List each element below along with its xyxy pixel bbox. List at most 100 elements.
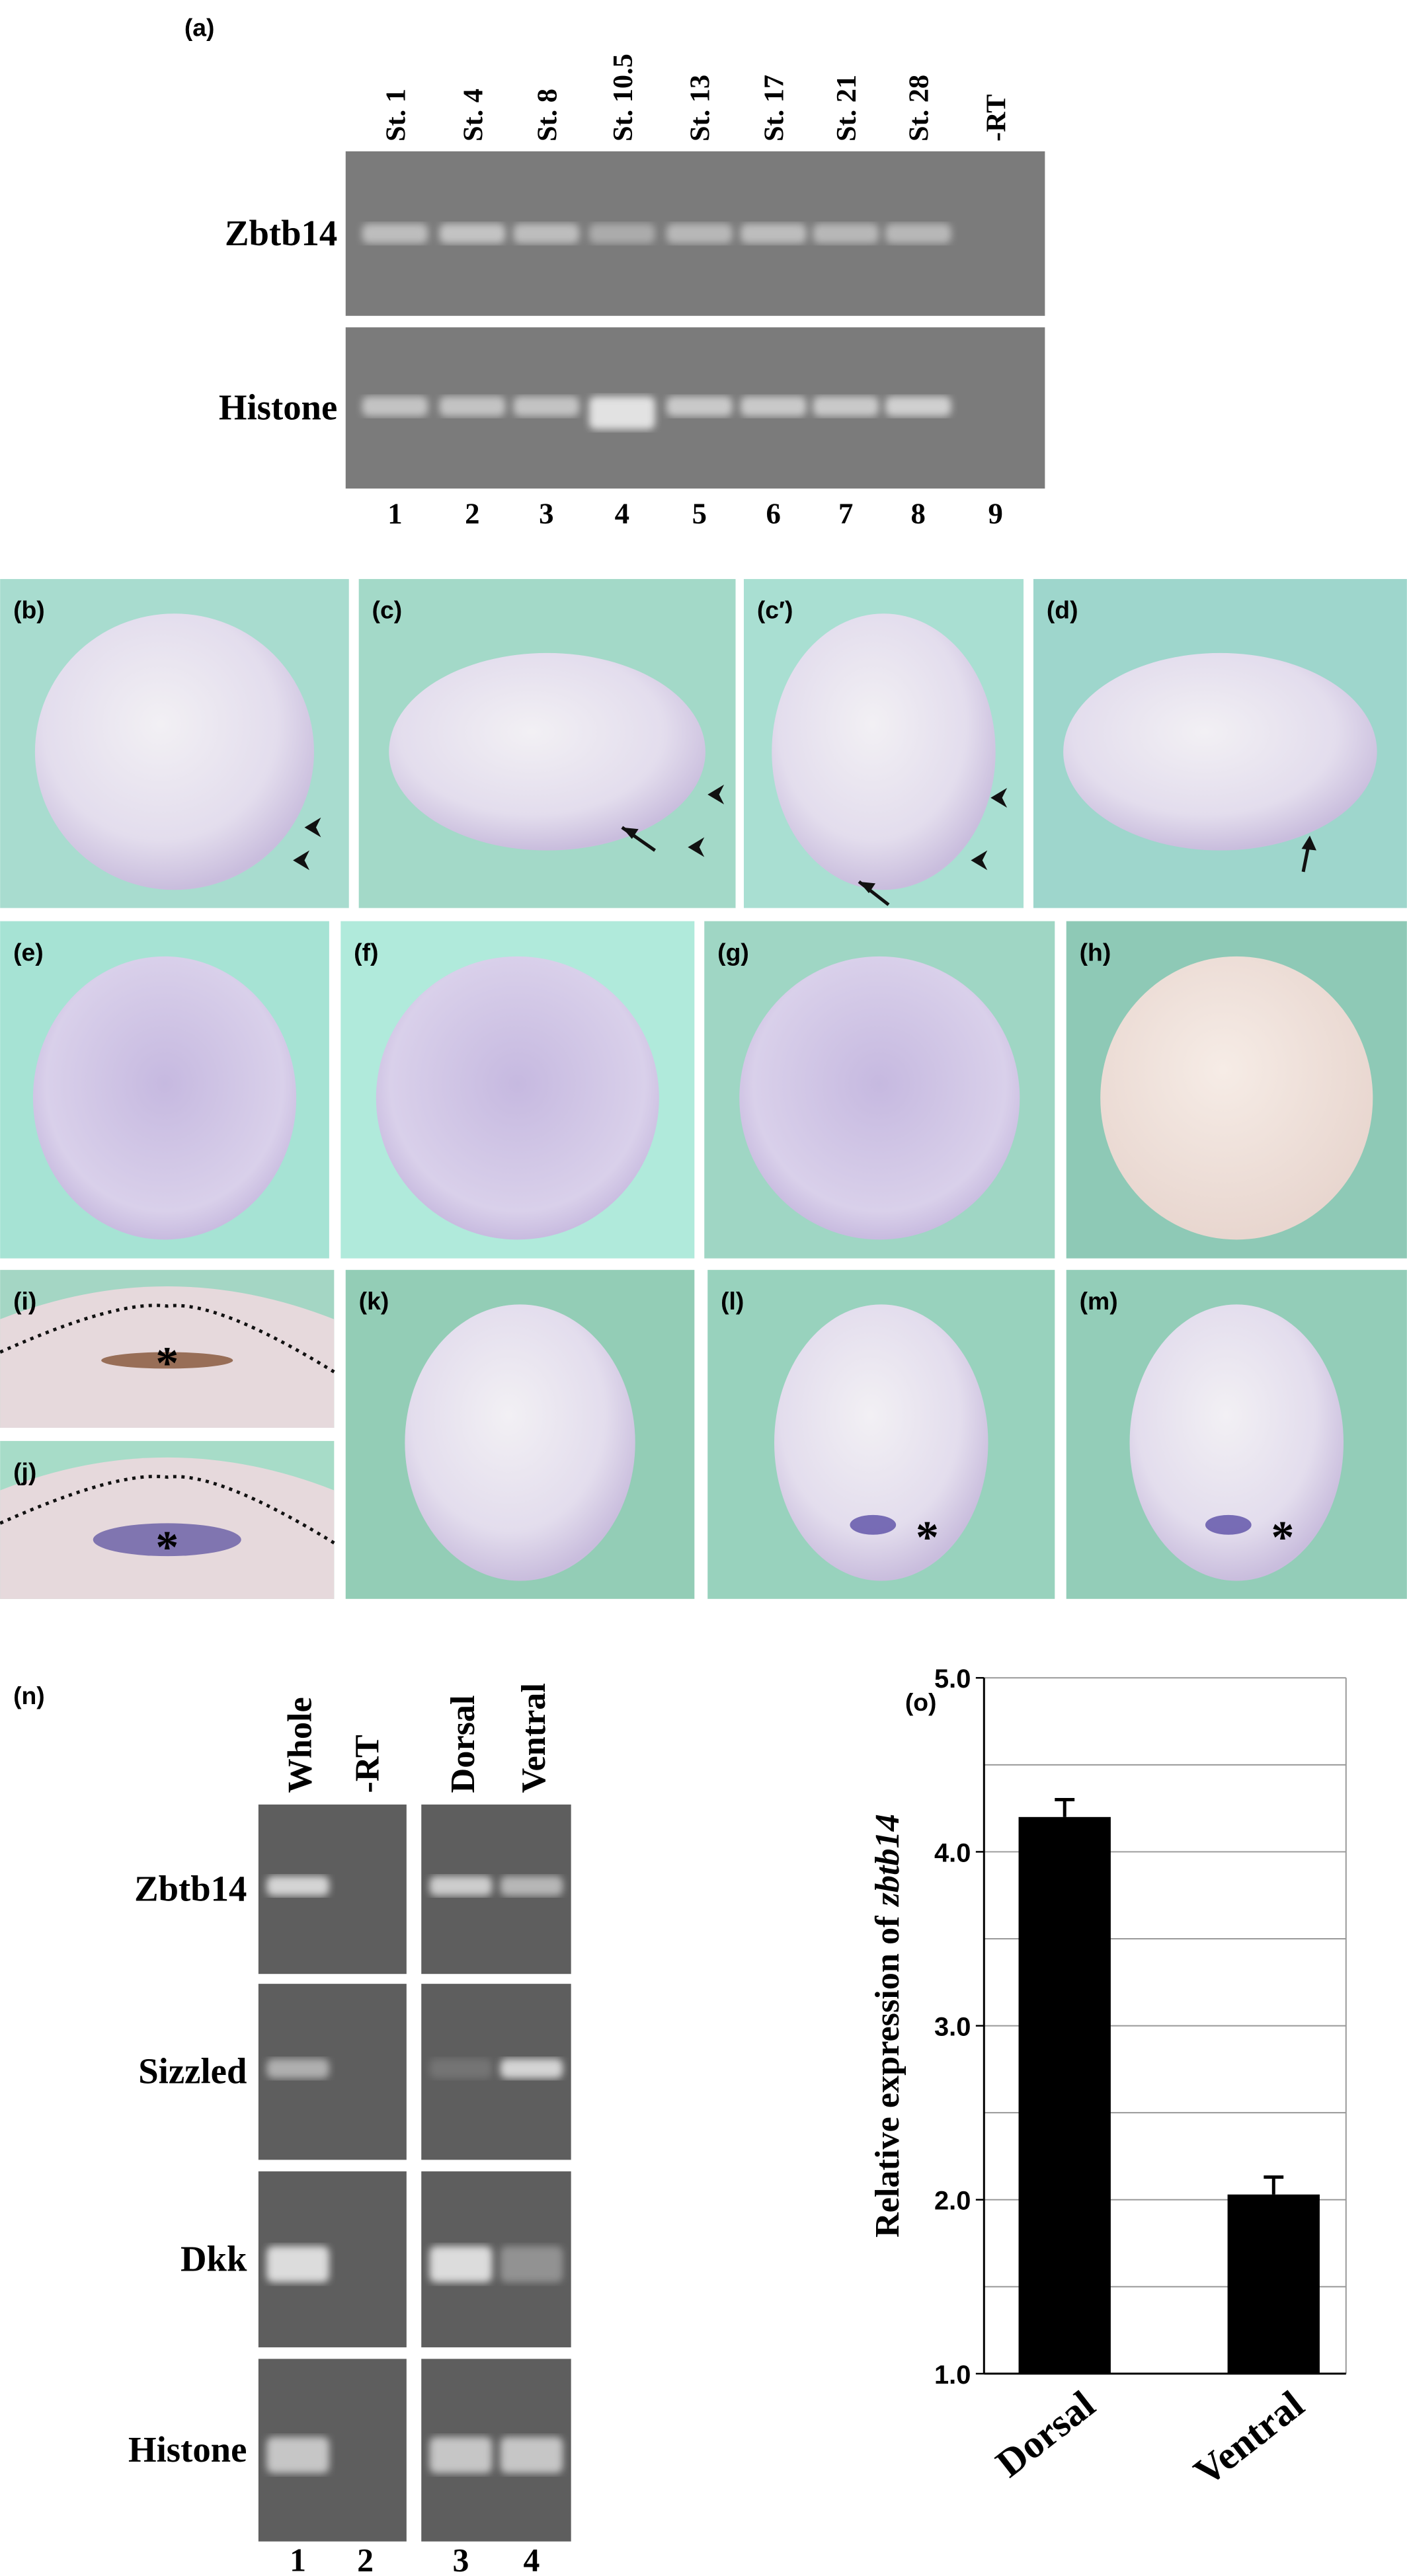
lane-number: 4 <box>524 2542 540 2576</box>
embryo <box>389 652 705 851</box>
gel-band <box>589 223 655 244</box>
gel-band <box>500 2437 563 2474</box>
gel-band <box>885 396 951 416</box>
lane-label: St. 21 <box>831 75 862 141</box>
gene-label: Zbtb14 <box>225 213 337 253</box>
lane-number: 2 <box>465 496 479 529</box>
embryo <box>1063 652 1377 851</box>
lane-number: 9 <box>988 496 1003 529</box>
arrowhead <box>622 827 639 839</box>
gel-band <box>500 2246 563 2283</box>
stain <box>850 1514 897 1535</box>
panel-label: (i) <box>13 1287 36 1315</box>
arrowhead <box>688 837 705 857</box>
embryo <box>1129 1304 1344 1581</box>
lane-number: 8 <box>911 496 926 529</box>
gel-band <box>266 1876 329 1896</box>
gene-label: Sizzled <box>138 2051 247 2091</box>
y-axis-label-gene: zbtb14 <box>868 1814 906 1907</box>
arrowhead <box>1301 836 1316 851</box>
arrowhead <box>971 850 988 871</box>
gel-band <box>666 223 733 244</box>
panel-label: (h) <box>1080 938 1111 966</box>
gel-band <box>266 2437 329 2474</box>
embryo <box>772 613 996 890</box>
panel-label: (m) <box>1080 1287 1118 1315</box>
lane-number: 1 <box>290 2542 306 2576</box>
lane-label: St. 13 <box>685 75 716 141</box>
panel-label: (g) <box>717 938 749 966</box>
gel-band <box>429 1876 493 1896</box>
gel-band <box>813 396 879 416</box>
embryo <box>774 1304 988 1581</box>
lane-number: 6 <box>766 496 781 529</box>
asterisk: * <box>155 1338 179 1389</box>
lane-number: 2 <box>357 2542 374 2576</box>
embryo <box>405 1304 635 1581</box>
gel-band <box>666 396 733 416</box>
y-axis-label: Relative expression of zbtb14 <box>868 1814 906 2238</box>
gene-label: Dkk <box>181 2238 247 2279</box>
panel-label: (k) <box>359 1287 389 1315</box>
y-tick-label: 5.0 <box>934 1664 971 1694</box>
gel-band <box>439 223 506 244</box>
bar <box>1227 2194 1320 2374</box>
gel-band <box>885 223 951 244</box>
x-tick-label: Dorsal <box>988 2382 1103 2485</box>
gel-band <box>740 396 807 416</box>
stain <box>93 1523 241 1557</box>
gel-band <box>740 223 807 244</box>
arrowhead <box>304 817 321 838</box>
gel-band <box>266 2058 329 2079</box>
panel-label: (c′) <box>757 596 793 624</box>
lane-number: 7 <box>838 496 853 529</box>
lane-number: 3 <box>539 496 553 529</box>
gel-band <box>513 396 580 416</box>
asterisk: * <box>916 1512 939 1563</box>
y-tick-label: 1.0 <box>934 2361 971 2390</box>
embryo <box>34 613 314 890</box>
gel-band <box>429 2437 493 2474</box>
lane-label: St. 28 <box>904 75 935 141</box>
section-outline <box>0 1475 335 1545</box>
panel-label: (o) <box>905 1688 937 1716</box>
y-tick-label: 3.0 <box>934 2013 971 2042</box>
arrowhead <box>990 787 1008 808</box>
gel-band <box>500 1876 563 1896</box>
panel-label: (e) <box>13 938 44 966</box>
y-axis-label-text: Relative expression of <box>868 1916 906 2238</box>
lane-number: 3 <box>453 2542 469 2576</box>
lane-label: St. 4 <box>458 89 489 141</box>
lane-label: St. 8 <box>532 89 563 141</box>
arrowhead <box>293 850 310 871</box>
lane-label: -RT <box>981 95 1012 141</box>
lane-label: Whole <box>280 1697 319 1793</box>
gel-band <box>500 2058 563 2079</box>
section-outline <box>0 1304 335 1374</box>
panel-label: (l) <box>721 1287 744 1315</box>
bar <box>1018 1816 1111 2374</box>
panel-label: (j) <box>13 1458 36 1486</box>
gel-band <box>439 396 506 416</box>
panel-label: (f) <box>354 938 378 966</box>
gel-band <box>362 396 428 416</box>
gel-band <box>813 223 879 244</box>
gel-band <box>429 2058 493 2079</box>
gel-band <box>266 2246 329 2283</box>
y-tick-label: 2.0 <box>934 2187 971 2216</box>
gel-band <box>362 223 428 244</box>
x-tick-label: Ventral <box>1186 2382 1312 2494</box>
gel-band <box>429 2246 493 2283</box>
gene-label: Zbtb14 <box>134 1868 247 1908</box>
stain <box>1205 1514 1252 1535</box>
stain <box>101 1352 233 1369</box>
panel-label: (b) <box>13 596 45 624</box>
embryo <box>376 956 659 1240</box>
panel-label: (n) <box>13 1682 45 1709</box>
lane-label: St. 1 <box>380 89 411 141</box>
panel-label: (a) <box>184 14 215 42</box>
arrowhead <box>707 785 725 804</box>
panel-label: (c) <box>372 596 403 624</box>
arrowhead <box>859 881 876 894</box>
